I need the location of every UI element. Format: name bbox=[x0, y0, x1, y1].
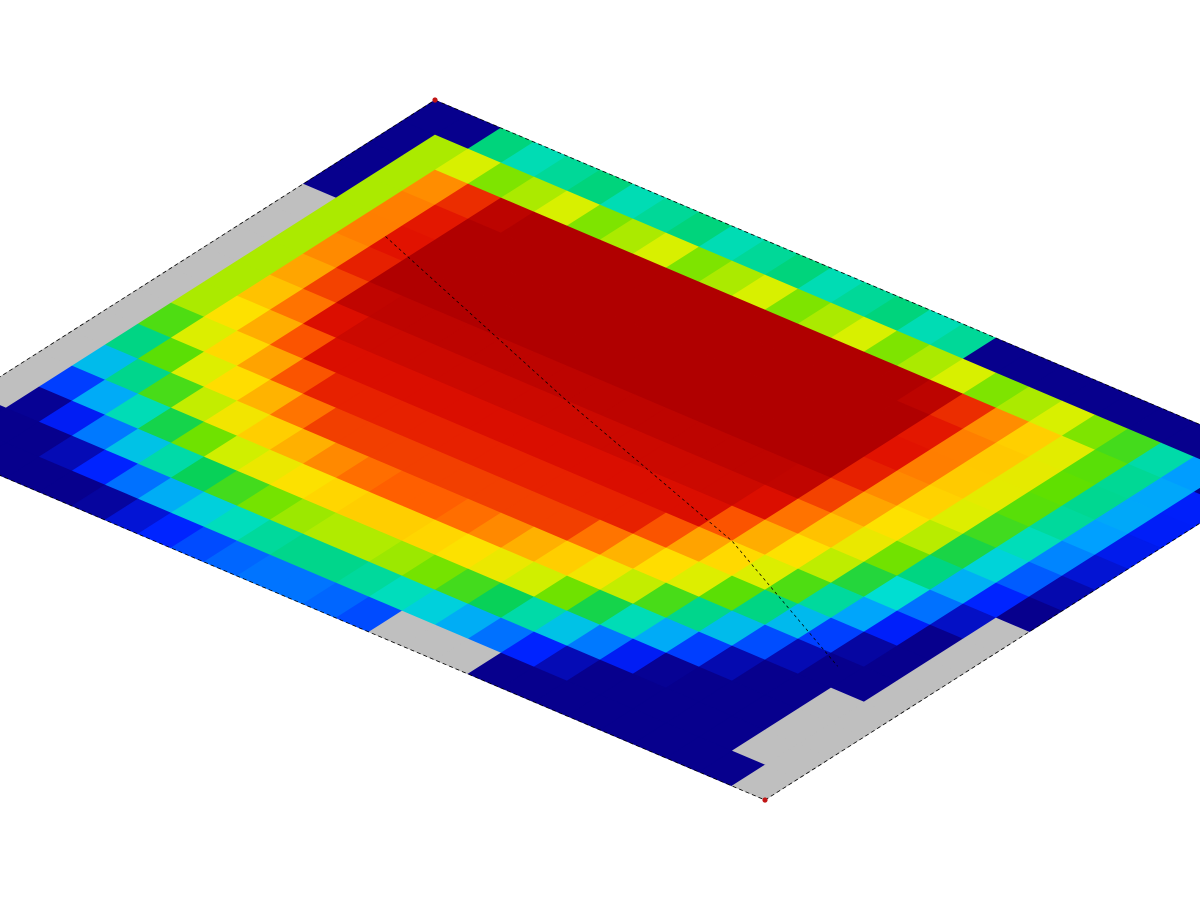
corner-node bbox=[762, 797, 767, 802]
heatmap-cells bbox=[0, 100, 1200, 800]
corner-node bbox=[432, 97, 437, 102]
fea-heatmap-plate bbox=[0, 0, 1200, 900]
